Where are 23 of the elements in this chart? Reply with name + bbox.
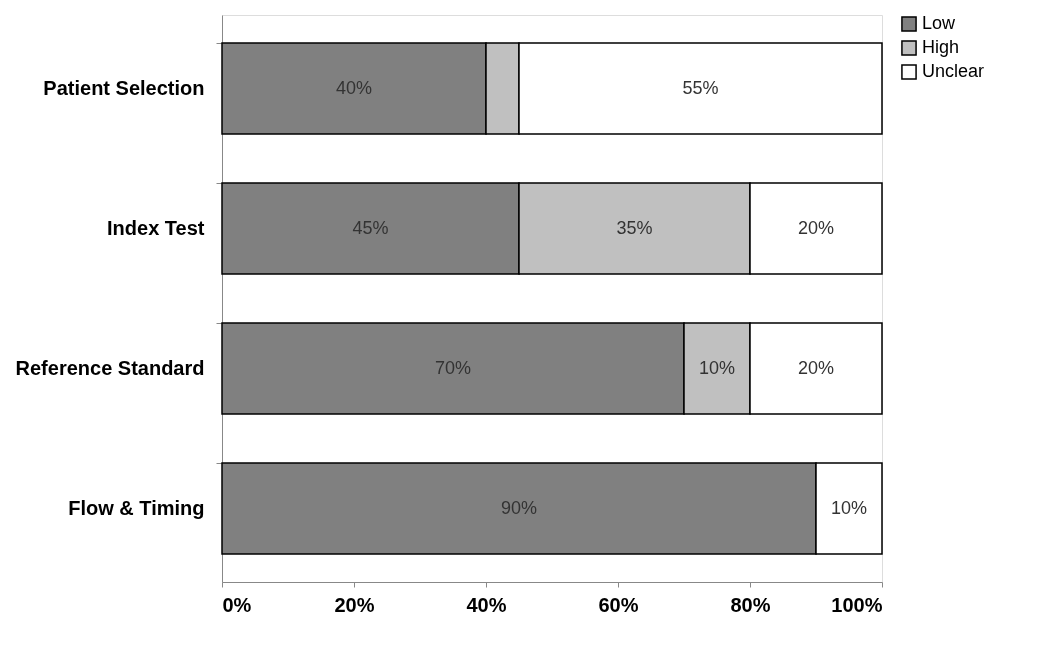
data-label: 10% — [698, 357, 736, 378]
y-tick-label: Index Test — [107, 216, 205, 239]
data-label: 45% — [352, 217, 389, 238]
y-tick-label: Patient Selection — [43, 76, 205, 99]
x-tick-label: 80% — [730, 593, 771, 616]
data-label: 90% — [500, 497, 538, 518]
data-label: 35% — [616, 217, 653, 238]
x-tick-label: 40% — [466, 593, 507, 616]
data-label: 70% — [434, 357, 472, 378]
data-label: 20% — [797, 217, 835, 238]
data-label: 40% — [335, 77, 373, 98]
y-tick-label: Flow & Timing — [68, 496, 205, 519]
data-label: 55% — [682, 77, 719, 98]
legend-label: High — [922, 37, 960, 57]
data-label: 20% — [797, 357, 835, 378]
y-tick-label: Reference Standard — [15, 356, 205, 379]
x-tick-label: 20% — [334, 593, 375, 616]
legend-label: Low — [922, 13, 957, 33]
x-tick-label: 60% — [598, 593, 639, 616]
x-tick-label: 100% — [831, 593, 883, 616]
legend-label: Unclear — [922, 61, 985, 81]
x-tick-label: 0% — [222, 593, 252, 616]
data-label: 10% — [830, 497, 868, 518]
